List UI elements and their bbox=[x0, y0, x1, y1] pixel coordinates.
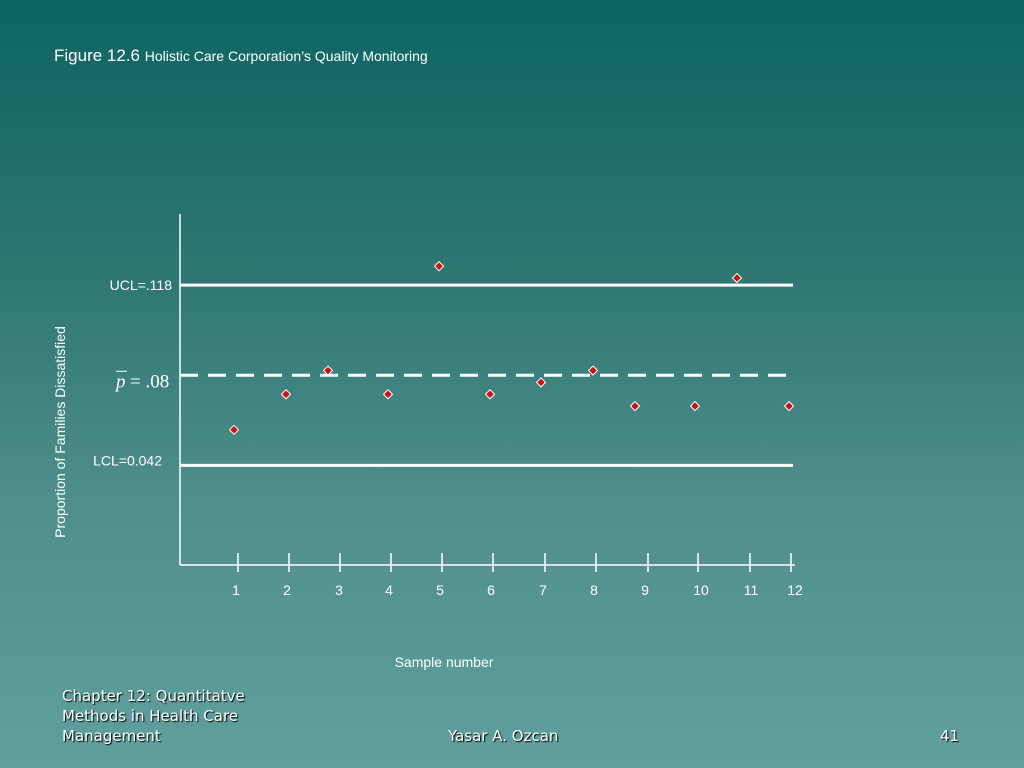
data-point bbox=[629, 400, 641, 412]
lcl-label: LCL=0.042 bbox=[93, 452, 162, 468]
data-points bbox=[228, 260, 795, 436]
x-ticks: 1 2 3 4 5 6 7 8 9 10 11 12 bbox=[232, 553, 803, 598]
x-tick-label: 2 bbox=[283, 582, 291, 598]
data-point bbox=[689, 400, 701, 412]
data-point bbox=[433, 260, 445, 272]
data-point bbox=[731, 272, 743, 284]
figure-label: Figure 12.6 bbox=[54, 46, 140, 65]
figure-subtitle: Holistic Care Corporation’s Quality Moni… bbox=[144, 48, 428, 64]
data-point bbox=[587, 365, 599, 376]
x-tick-label: 8 bbox=[590, 582, 598, 598]
x-tick-label: 12 bbox=[787, 582, 803, 598]
data-point bbox=[228, 424, 240, 436]
x-tick-label: 5 bbox=[436, 582, 444, 598]
y-axis-label: Proportion of Families Dissatisfied bbox=[52, 326, 68, 538]
control-lines: UCL=.118 p = .08 LCL=0.042 bbox=[93, 277, 793, 468]
center-symbol: p bbox=[114, 371, 126, 392]
footer-chapter: Chapter 12: Quantitatve Methods in Healt… bbox=[62, 687, 245, 745]
x-tick-label: 1 bbox=[232, 582, 240, 598]
x-tick-label: 6 bbox=[487, 582, 495, 598]
x-tick-label: 4 bbox=[385, 582, 393, 598]
x-tick-label: 10 bbox=[693, 582, 709, 598]
x-axis-label: Sample number bbox=[394, 654, 494, 670]
ucl-label: UCL=.118 bbox=[110, 277, 173, 293]
footer-author: Yasar A. Ozcan bbox=[448, 727, 559, 745]
page-number: 41 bbox=[940, 727, 960, 745]
data-point bbox=[783, 400, 795, 412]
data-point bbox=[484, 389, 496, 400]
data-point bbox=[535, 377, 547, 388]
figure-title: Figure 12.6 Holistic Care Corporation’s … bbox=[54, 46, 428, 66]
center-label: = .08 bbox=[130, 371, 169, 392]
data-point bbox=[280, 389, 292, 400]
x-tick-label: 7 bbox=[539, 582, 547, 598]
x-tick-label: 9 bbox=[641, 582, 649, 598]
x-tick-label: 11 bbox=[744, 582, 759, 598]
data-point bbox=[322, 365, 334, 376]
x-tick-label: 3 bbox=[335, 582, 343, 598]
data-point bbox=[382, 389, 394, 400]
chart-axes bbox=[179, 214, 795, 566]
